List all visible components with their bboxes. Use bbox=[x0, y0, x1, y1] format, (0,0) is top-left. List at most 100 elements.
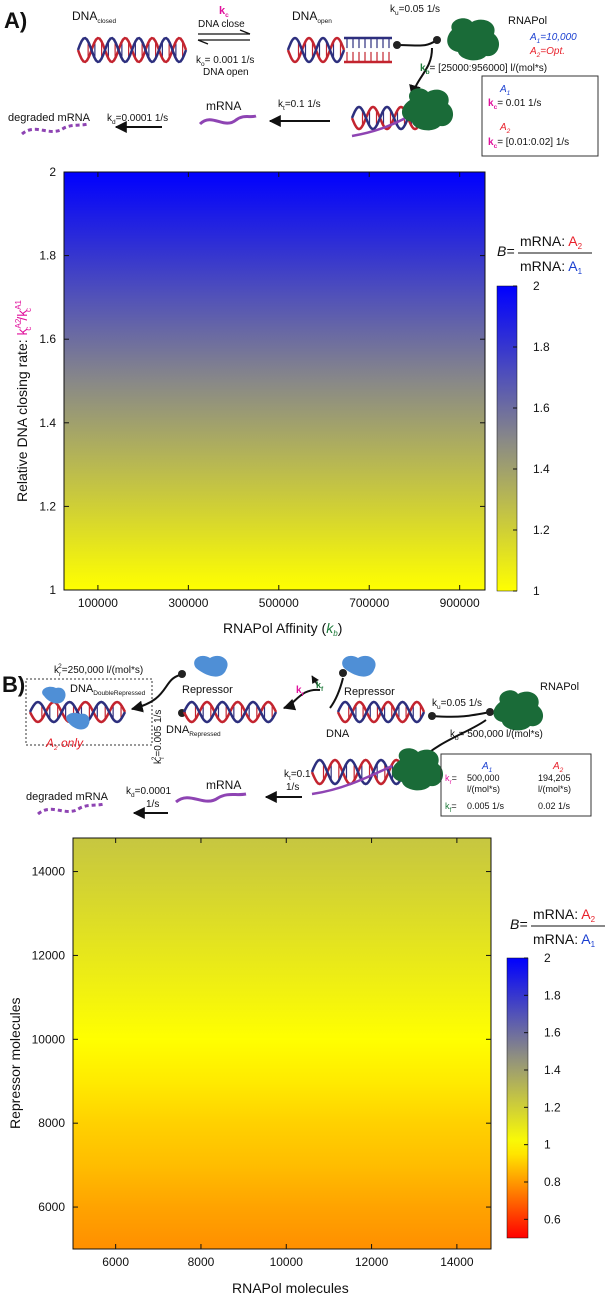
y-tick-label-a-0: 1 bbox=[49, 583, 56, 597]
x-tick-label-a-4: 900000 bbox=[440, 596, 480, 610]
kc-label: kc bbox=[219, 5, 229, 19]
a2-only-label: A2 only bbox=[45, 736, 84, 752]
b-symbol-b: B= bbox=[510, 916, 528, 932]
tbl-unit-a2: l/(mol*s) bbox=[538, 784, 571, 794]
kd-label-a: kd=0.0001 1/s bbox=[107, 113, 168, 126]
open-arrow-head bbox=[197, 39, 209, 45]
b-symbol-a: B= bbox=[497, 243, 515, 259]
cb-tick-label-b-6: 1.8 bbox=[544, 988, 561, 1002]
degraded-mrna-strand-a bbox=[21, 122, 89, 136]
dna-open-group: DNAopen bbox=[286, 9, 392, 64]
x-tick-label-a-3: 700000 bbox=[349, 596, 389, 610]
tbl-kf-key: kf= bbox=[445, 801, 457, 814]
x-tick-label-b-3: 12000 bbox=[355, 1255, 389, 1269]
b-formula-b: B= mRNA: A2 mRNA: A1 bbox=[510, 906, 605, 949]
colorbar-b bbox=[506, 957, 529, 1239]
cb-tick-label-b-5: 1.6 bbox=[544, 1026, 561, 1040]
y-tick-label-a-2: 1.4 bbox=[39, 416, 56, 430]
heatmap-b-frame bbox=[72, 837, 492, 1250]
y-tick-label-b-4: 14000 bbox=[32, 865, 66, 879]
cb-tick-label-a-5: 2 bbox=[533, 279, 540, 293]
mrna-label-a: mRNA bbox=[206, 99, 241, 113]
dna-open-text: DNA open bbox=[203, 67, 249, 78]
transcribing-complex-a bbox=[350, 88, 454, 138]
y-tick-label-b-1: 8000 bbox=[38, 1116, 65, 1130]
repressor-anchor-left bbox=[178, 670, 186, 678]
repressor-release-arrow bbox=[311, 675, 319, 687]
b-numerator-a: mRNA: A2 bbox=[520, 233, 583, 251]
heatmap-a: 100000 300000 500000 700000 900000 1 1.2 1.4 1.6… bbox=[14, 165, 592, 638]
y-tick-label-b-3: 12000 bbox=[32, 948, 66, 962]
cb-tick-label-b-2: 1 bbox=[544, 1138, 551, 1152]
cb-tick-label-b-0: 0.6 bbox=[544, 1212, 561, 1226]
panel-a-label: A) bbox=[4, 8, 27, 33]
box-kc1: kc= 0.01 1/s bbox=[488, 98, 541, 111]
free-dna-group: DNA bbox=[326, 700, 426, 740]
b-denominator-b: mRNA: A1 bbox=[533, 931, 596, 949]
rnapol-transcribing-a bbox=[401, 88, 454, 131]
x-tick-label-b-2: 10000 bbox=[270, 1255, 304, 1269]
tbl-a1-label: A1 bbox=[481, 761, 493, 774]
tbl-kf-a1: 0.005 1/s bbox=[467, 801, 505, 811]
rnapol-tether-b bbox=[431, 711, 491, 718]
tbl-kr-key: kr= bbox=[445, 773, 457, 786]
rnapol-transcribing-b bbox=[391, 748, 444, 791]
kd-label-b: kd=0.0001 bbox=[126, 786, 171, 799]
box-kc2: kc= [0.01:0.02] 1/s bbox=[488, 137, 569, 150]
close-arrow-head bbox=[239, 29, 251, 35]
cb-tick-label-a-2: 1.4 bbox=[533, 462, 550, 476]
rnapol-anchor-b bbox=[428, 712, 436, 720]
heatmap-a-ticks: 100000 300000 500000 700000 900000 1 1.2 1.4 1.6… bbox=[39, 165, 485, 610]
kb-label-a: kb= [25000:956000] l/(mol*s) bbox=[420, 63, 547, 76]
repressed-helix bbox=[182, 700, 278, 724]
tbl-a2-label: A2 bbox=[552, 761, 564, 774]
kf-label: kf bbox=[316, 680, 324, 693]
y-tick-label-b-2: 10000 bbox=[32, 1032, 66, 1046]
strand-2-4 bbox=[182, 700, 278, 724]
ku-label-b: ku=0.05 1/s bbox=[432, 698, 482, 711]
repressor-binding: kr kf Repressor bbox=[282, 655, 395, 711]
param-box-a-frame bbox=[481, 75, 599, 157]
cb-tick-label-b-3: 1.2 bbox=[544, 1100, 561, 1114]
dna-label-b: DNA bbox=[326, 728, 350, 740]
ku-label-a: ku=0.05 1/s bbox=[390, 4, 440, 17]
y-tick-label-b-0: 6000 bbox=[38, 1200, 65, 1214]
heatmap-b-ticks: 6000 8000 10000 12000 14000 6000 8000 10000 1200… bbox=[32, 838, 491, 1269]
kd-unit-b: 1/s bbox=[146, 799, 159, 810]
dna-close-text: DNA close bbox=[198, 19, 245, 30]
heatmap-a-xlabel: RNAPol Affinity (kb) bbox=[223, 620, 342, 638]
x-tick-label-a-0: 100000 bbox=[78, 596, 118, 610]
repressor-right-label: Repressor bbox=[344, 686, 395, 698]
rnapol-label-a: RNAPol bbox=[508, 15, 547, 27]
y-tick-label-a-1: 1.2 bbox=[39, 499, 56, 513]
x-tick-label-b-4: 14000 bbox=[440, 1255, 474, 1269]
a1-rnapol: A1=10,000 bbox=[529, 32, 577, 45]
y-tick-label-a-4: 1.8 bbox=[39, 249, 56, 263]
kt-label-a: kt=0.1 1/s bbox=[278, 99, 321, 112]
kb-label-b: kb= 500,000 l/(mol*s) bbox=[450, 729, 543, 742]
repressor-double-2 bbox=[66, 712, 90, 730]
heatmap-a-frame bbox=[63, 171, 486, 591]
cb-tick-label-b-4: 1.4 bbox=[544, 1063, 561, 1077]
x-tick-label-b-0: 6000 bbox=[102, 1255, 129, 1269]
kr-label: kr bbox=[296, 685, 305, 698]
tbl-kr-a2: 194,205 bbox=[538, 773, 571, 783]
dna-open-helix bbox=[286, 36, 392, 64]
heatmap-b-xlabel: RNAPol molecules bbox=[232, 1280, 349, 1296]
ko-label: ko= 0.001 1/s bbox=[196, 55, 254, 68]
free-dna-helix bbox=[336, 700, 426, 724]
repressor-double-1 bbox=[42, 686, 66, 704]
kt-unit-b: 1/s bbox=[286, 782, 299, 793]
cb-tick-label-a-3: 1.6 bbox=[533, 401, 550, 415]
rnapol-label-b: RNAPol bbox=[540, 681, 579, 693]
repressor-binding-arrow bbox=[282, 688, 321, 711]
second-binding-arrow bbox=[130, 674, 181, 713]
transcribing-helix-b bbox=[310, 758, 406, 786]
rnapol-binding-b: kb= 500,000 l/(mol*s) bbox=[417, 690, 544, 763]
repressor-anchor-right bbox=[339, 669, 347, 677]
heatmap-a-field bbox=[64, 172, 485, 590]
tbl-kf-a2: 0.02 1/s bbox=[538, 801, 571, 811]
x-tick-label-b-1: 8000 bbox=[188, 1255, 215, 1269]
cb-tick-label-b-7: 2 bbox=[544, 951, 551, 965]
cb-tick-label-b-1: 0.8 bbox=[544, 1175, 561, 1189]
